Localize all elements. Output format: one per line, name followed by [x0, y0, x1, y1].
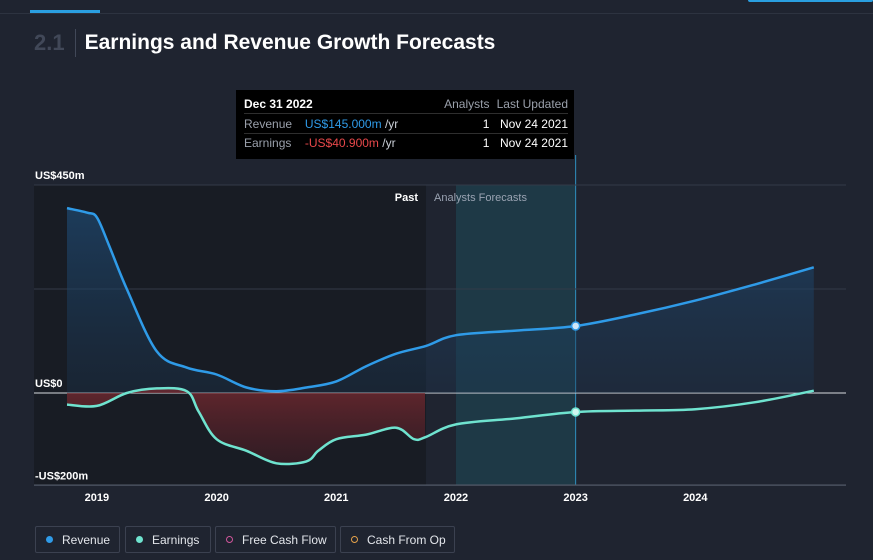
earnings-marker — [570, 407, 581, 417]
legend-cash-from-op-label: Cash From Op — [367, 532, 446, 547]
legend-revenue-label: Revenue — [62, 532, 111, 547]
tooltip-header: Dec 31 2022 Analysts Last Updated — [244, 94, 568, 114]
x-tick-label: 2023 — [563, 492, 587, 504]
y-tick-label: US$0 — [35, 378, 63, 390]
earnings-line — [66, 386, 815, 466]
past-label: Past — [395, 192, 419, 204]
section-heading: 2.1 Earnings and Revenue Growth Forecast… — [34, 28, 495, 58]
x-tick-label: 2020 — [204, 492, 228, 504]
legend-earnings-label: Earnings — [152, 532, 200, 547]
tooltip-updated-header: Last Updated — [496, 96, 569, 111]
tooltip-earnings-row: Earnings -US$40.900m /yr 1 Nov 24 2021 — [244, 133, 568, 152]
tooltip-revenue-analysts: 1 — [482, 116, 490, 131]
top-divider — [0, 13, 873, 14]
tooltip-analysts-header: Analysts — [444, 96, 490, 111]
tooltip-revenue-label: Revenue — [244, 116, 293, 131]
tooltip-revenue-row: Revenue US$145.000m /yr 1 Nov 24 2021 — [244, 114, 568, 134]
legend-free-cash-flow[interactable]: Free Cash Flow — [215, 526, 336, 553]
section-title: Earnings and Revenue Growth Forecasts — [84, 31, 496, 54]
legend-free-cash-flow-label: Free Cash Flow — [242, 532, 327, 547]
y-tick-label: -US$200m — [35, 470, 88, 482]
tooltip-earnings-label: Earnings — [244, 135, 292, 150]
tooltip-earnings-unit: /yr — [382, 135, 396, 150]
legend-cash-from-op-dot — [351, 536, 358, 543]
legend-cash-from-op[interactable]: Cash From Op — [340, 526, 455, 553]
tooltip-revenue-updated: Nov 24 2021 — [499, 116, 569, 131]
revenue-line — [66, 206, 815, 393]
x-tick-label: 2021 — [324, 492, 348, 504]
x-tick-label: 2019 — [85, 492, 109, 504]
chart-tooltip: Dec 31 2022 Analysts Last Updated Revenu… — [236, 90, 574, 159]
forecast-label: Analysts Forecasts — [434, 192, 527, 204]
y-tick-label: US$450m — [35, 170, 85, 182]
tooltip-earnings-updated: Nov 24 2021 — [499, 135, 569, 150]
x-tick-label: 2024 — [683, 492, 708, 504]
tooltip-revenue-value: US$145.000m — [304, 116, 382, 131]
legend-revenue-dot — [46, 536, 53, 543]
tooltip-date: Dec 31 2022 — [244, 96, 313, 111]
legend-earnings-dot — [136, 536, 143, 543]
tooltip-earnings-analysts: 1 — [482, 135, 490, 150]
tooltip-earnings-value: -US$40.900m — [304, 135, 379, 150]
revenue-marker — [570, 321, 581, 331]
revenue-area — [67, 208, 814, 393]
legend-free-cash-flow-dot — [226, 536, 233, 543]
legend-earnings[interactable]: Earnings — [125, 526, 211, 553]
section-number: 2.1 — [34, 29, 76, 57]
top-right-button[interactable] — [748, 0, 873, 2]
x-tick-label: 2022 — [444, 492, 468, 504]
legend-revenue[interactable]: Revenue — [35, 526, 120, 553]
earnings-area — [67, 388, 425, 465]
active-tab-indicator[interactable] — [30, 10, 100, 13]
tooltip-revenue-unit: /yr — [384, 116, 399, 131]
